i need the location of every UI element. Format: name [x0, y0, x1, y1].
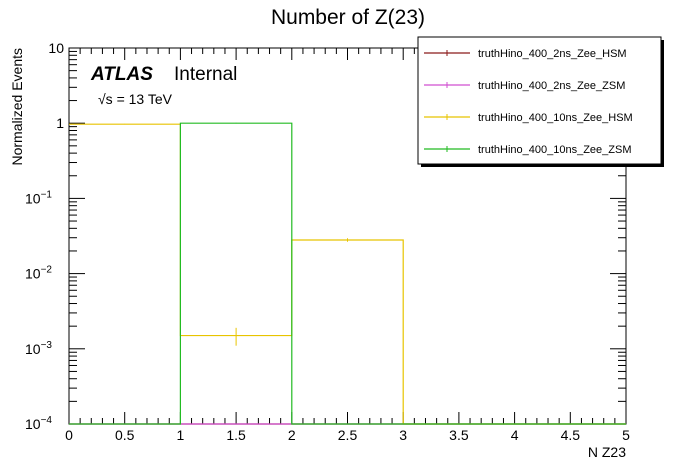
y-tick-exponent: −3 — [41, 340, 53, 351]
y-tick-label: 10 — [48, 40, 64, 56]
y-tick-label: 10−1 — [25, 189, 52, 206]
y-tick-base: 10 — [25, 341, 41, 357]
x-tick-label: 4.5 — [561, 427, 581, 443]
x-tick-labels: 0 0.5 1 1.5 2 2.5 3 3.5 4 4.5 5 — [65, 427, 630, 443]
internal-label: Internal — [174, 64, 237, 85]
y-tick-label: 1 — [56, 115, 64, 131]
y-tick-base: 10 — [25, 416, 41, 432]
legend-label: truthHino_400_2ns_Zee_ZSM — [478, 80, 625, 92]
chart-title: Number of Z(23) — [271, 6, 425, 29]
y-tick-base: 10 — [48, 40, 64, 56]
y-axis-label: Normalized Events — [9, 48, 25, 166]
x-tick-label: 0 — [65, 427, 73, 443]
y-tick-label: 10−3 — [25, 340, 52, 357]
x-tick-label: 0.5 — [115, 427, 135, 443]
series-line — [69, 123, 626, 425]
y-tick-label: 10−2 — [25, 265, 52, 282]
energy-label: √s = 13 TeV — [98, 91, 173, 107]
x-tick-label: 1.5 — [226, 427, 246, 443]
legend-entries: truthHino_400_2ns_Zee_HSM truthHino_400_2… — [424, 48, 633, 156]
y-tick-base: 10 — [25, 190, 41, 206]
atlas-label: ATLAS — [90, 64, 153, 85]
y-tick-exponent: −1 — [41, 189, 53, 200]
y-tick-exponent: −2 — [41, 265, 53, 276]
series-3 — [69, 123, 626, 425]
legend-box — [417, 36, 662, 165]
legend-label: truthHino_400_10ns_Zee_HSM — [478, 112, 633, 124]
x-tick-label: 4 — [511, 427, 519, 443]
x-axis-label: N Z23 — [588, 444, 626, 460]
sqrt-s: √s — [98, 91, 113, 107]
legend-label: truthHino_400_2ns_Zee_HSM — [478, 48, 627, 60]
x-tick-label: 3.5 — [449, 427, 469, 443]
series-line — [69, 122, 626, 425]
x-tick-label: 1 — [177, 427, 185, 443]
x-tick-label: 2 — [288, 427, 296, 443]
legend: truthHino_400_2ns_Zee_HSM truthHino_400_2… — [417, 36, 664, 167]
y-tick-base: 10 — [25, 266, 41, 282]
x-ticks — [68, 48, 627, 424]
x-tick-label: 3 — [399, 427, 407, 443]
y-tick-base: 1 — [56, 115, 64, 131]
legend-label: truthHino_400_10ns_Zee_ZSM — [478, 144, 631, 156]
energy-value: = 13 TeV — [113, 91, 173, 107]
y-tick-exponent: −4 — [41, 415, 53, 426]
x-tick-label: 2.5 — [338, 427, 358, 443]
series-layer — [69, 122, 626, 425]
x-tick-label: 5 — [622, 427, 630, 443]
series-4 — [69, 122, 626, 425]
y-tick-label: 10−4 — [25, 415, 52, 432]
